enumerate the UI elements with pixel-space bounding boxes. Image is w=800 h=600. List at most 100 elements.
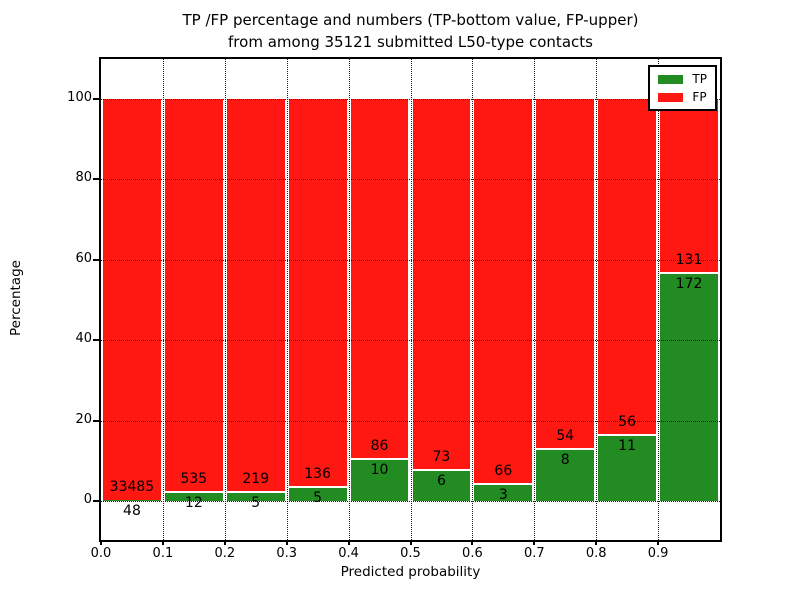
- horizontal-gridline: [101, 259, 720, 261]
- y-tick-mark: [93, 178, 99, 181]
- fp-count-label: 56: [618, 414, 637, 430]
- bar-segment-fp: [288, 99, 347, 487]
- x-tick-mark: [285, 540, 288, 545]
- x-axis-label: Predicted probability: [340, 564, 481, 580]
- tp-count-label: 10: [370, 462, 389, 479]
- chart-title-line2: from among 35121 submitted L50-type cont…: [228, 33, 593, 51]
- fp-count-label: 136: [304, 465, 331, 482]
- bar-edge: [412, 469, 471, 472]
- bar-edge: [288, 485, 347, 488]
- y-tick-mark: [93, 500, 99, 502]
- legend-tp-label: TP: [692, 72, 707, 86]
- bar-edge: [660, 271, 718, 274]
- tp-count-label: 172: [675, 275, 703, 292]
- bar-edge: [536, 448, 595, 451]
- bar-segment-fp: [660, 99, 718, 273]
- bar-segment-tp: [598, 435, 657, 501]
- bar-segment-fp: [412, 99, 471, 471]
- x-tick-mark: [223, 540, 226, 545]
- horizontal-gridline: [101, 179, 720, 181]
- x-tick-label: 0.7: [523, 546, 545, 561]
- tp-count-label: 12: [184, 495, 203, 512]
- fp-count-label: 66: [494, 462, 513, 479]
- x-tick-mark: [657, 540, 660, 545]
- bar-edge: [164, 491, 223, 494]
- y-tick-label: 100: [67, 90, 92, 105]
- horizontal-gridline: [101, 420, 720, 422]
- legend-tp-swatch: [658, 74, 684, 84]
- vertical-gridline: [224, 59, 226, 540]
- tp-count-label: 5: [313, 489, 323, 506]
- plot-area: TP FP 33485 48 535 12 219 5 136 5 86 10 73 6 66 3 54 8 5…: [99, 57, 722, 542]
- bar-edge: [598, 434, 657, 436]
- x-tick-label: 0.4: [338, 546, 359, 561]
- vertical-gridline: [162, 59, 164, 540]
- bar-segment-fp: [164, 99, 223, 493]
- bar-segment-fp: [103, 99, 161, 501]
- bar-edge: [226, 491, 285, 494]
- bar-segment-fp: [226, 99, 285, 493]
- horizontal-gridline: [101, 501, 720, 502]
- legend: TP FP: [648, 65, 717, 111]
- x-tick-label: 0.3: [276, 546, 298, 561]
- y-tick-mark: [93, 419, 99, 422]
- horizontal-gridline: [101, 99, 720, 100]
- bar-segment-tp: [660, 272, 718, 501]
- y-axis-label: Percentage: [8, 260, 24, 336]
- tp-count-label: 5: [251, 495, 261, 512]
- y-tick-label: 0: [83, 492, 92, 507]
- fp-count-label: 86: [370, 438, 389, 455]
- bar-segment-tp: [412, 470, 471, 501]
- x-tick-label: 0.1: [152, 546, 174, 561]
- x-tick-mark: [161, 540, 164, 545]
- vertical-gridline: [472, 59, 474, 540]
- bar-segment-tp: [350, 459, 409, 501]
- vertical-gridline: [348, 59, 350, 540]
- tp-count-label: 11: [618, 438, 637, 454]
- tp-count-label: 3: [498, 486, 508, 503]
- bar-segment-tp: [288, 486, 347, 501]
- bar-edge: [474, 482, 533, 485]
- fp-count-label: 54: [556, 428, 575, 445]
- y-tick-label: 40: [75, 331, 92, 347]
- vertical-gridline: [596, 59, 598, 540]
- fp-count-label: 33485: [109, 479, 155, 496]
- y-tick-mark: [93, 98, 99, 100]
- vertical-gridline: [410, 59, 412, 540]
- legend-fp-label: FP: [692, 90, 707, 104]
- legend-fp-swatch: [658, 92, 684, 102]
- x-tick-label: 0.8: [585, 546, 607, 561]
- x-tick-mark: [595, 540, 598, 545]
- tp-count-label: 6: [436, 473, 446, 490]
- bar-segment-fp: [598, 99, 657, 435]
- legend-item-fp: FP: [658, 91, 707, 103]
- y-tick-mark: [93, 339, 99, 342]
- x-tick-mark: [347, 540, 350, 545]
- vertical-gridline: [286, 59, 288, 540]
- fp-count-label: 535: [180, 471, 208, 488]
- x-tick-label: 0.6: [462, 546, 483, 561]
- y-tick-label: 60: [75, 250, 92, 266]
- x-tick-mark: [100, 540, 102, 545]
- x-tick-mark: [409, 540, 412, 545]
- bar-segment-tp: [226, 492, 285, 501]
- chart-title: TP /FP percentage and numbers (TP-bottom…: [101, 9, 720, 53]
- x-tick-label: 0.9: [647, 546, 669, 561]
- bar-segment-tp: [164, 492, 223, 501]
- y-tick-label: 80: [75, 170, 92, 186]
- x-tick-label: 0.2: [214, 546, 236, 561]
- chart-title-line1: TP /FP percentage and numbers (TP-bottom…: [182, 11, 639, 29]
- fp-count-label: 73: [432, 449, 451, 466]
- horizontal-gridline: [101, 340, 720, 342]
- bar-segment-tp: [536, 449, 595, 501]
- bar-segment-fp: [474, 99, 533, 484]
- fp-count-label: 131: [675, 251, 703, 268]
- y-tick-mark: [93, 258, 99, 261]
- bar-segment-fp: [350, 99, 409, 460]
- bar-segment-tp: [474, 483, 533, 501]
- tp-count-label: 8: [560, 452, 570, 469]
- legend-item-tp: TP: [658, 73, 707, 85]
- fp-count-label: 219: [242, 471, 270, 488]
- x-tick-mark: [471, 540, 474, 545]
